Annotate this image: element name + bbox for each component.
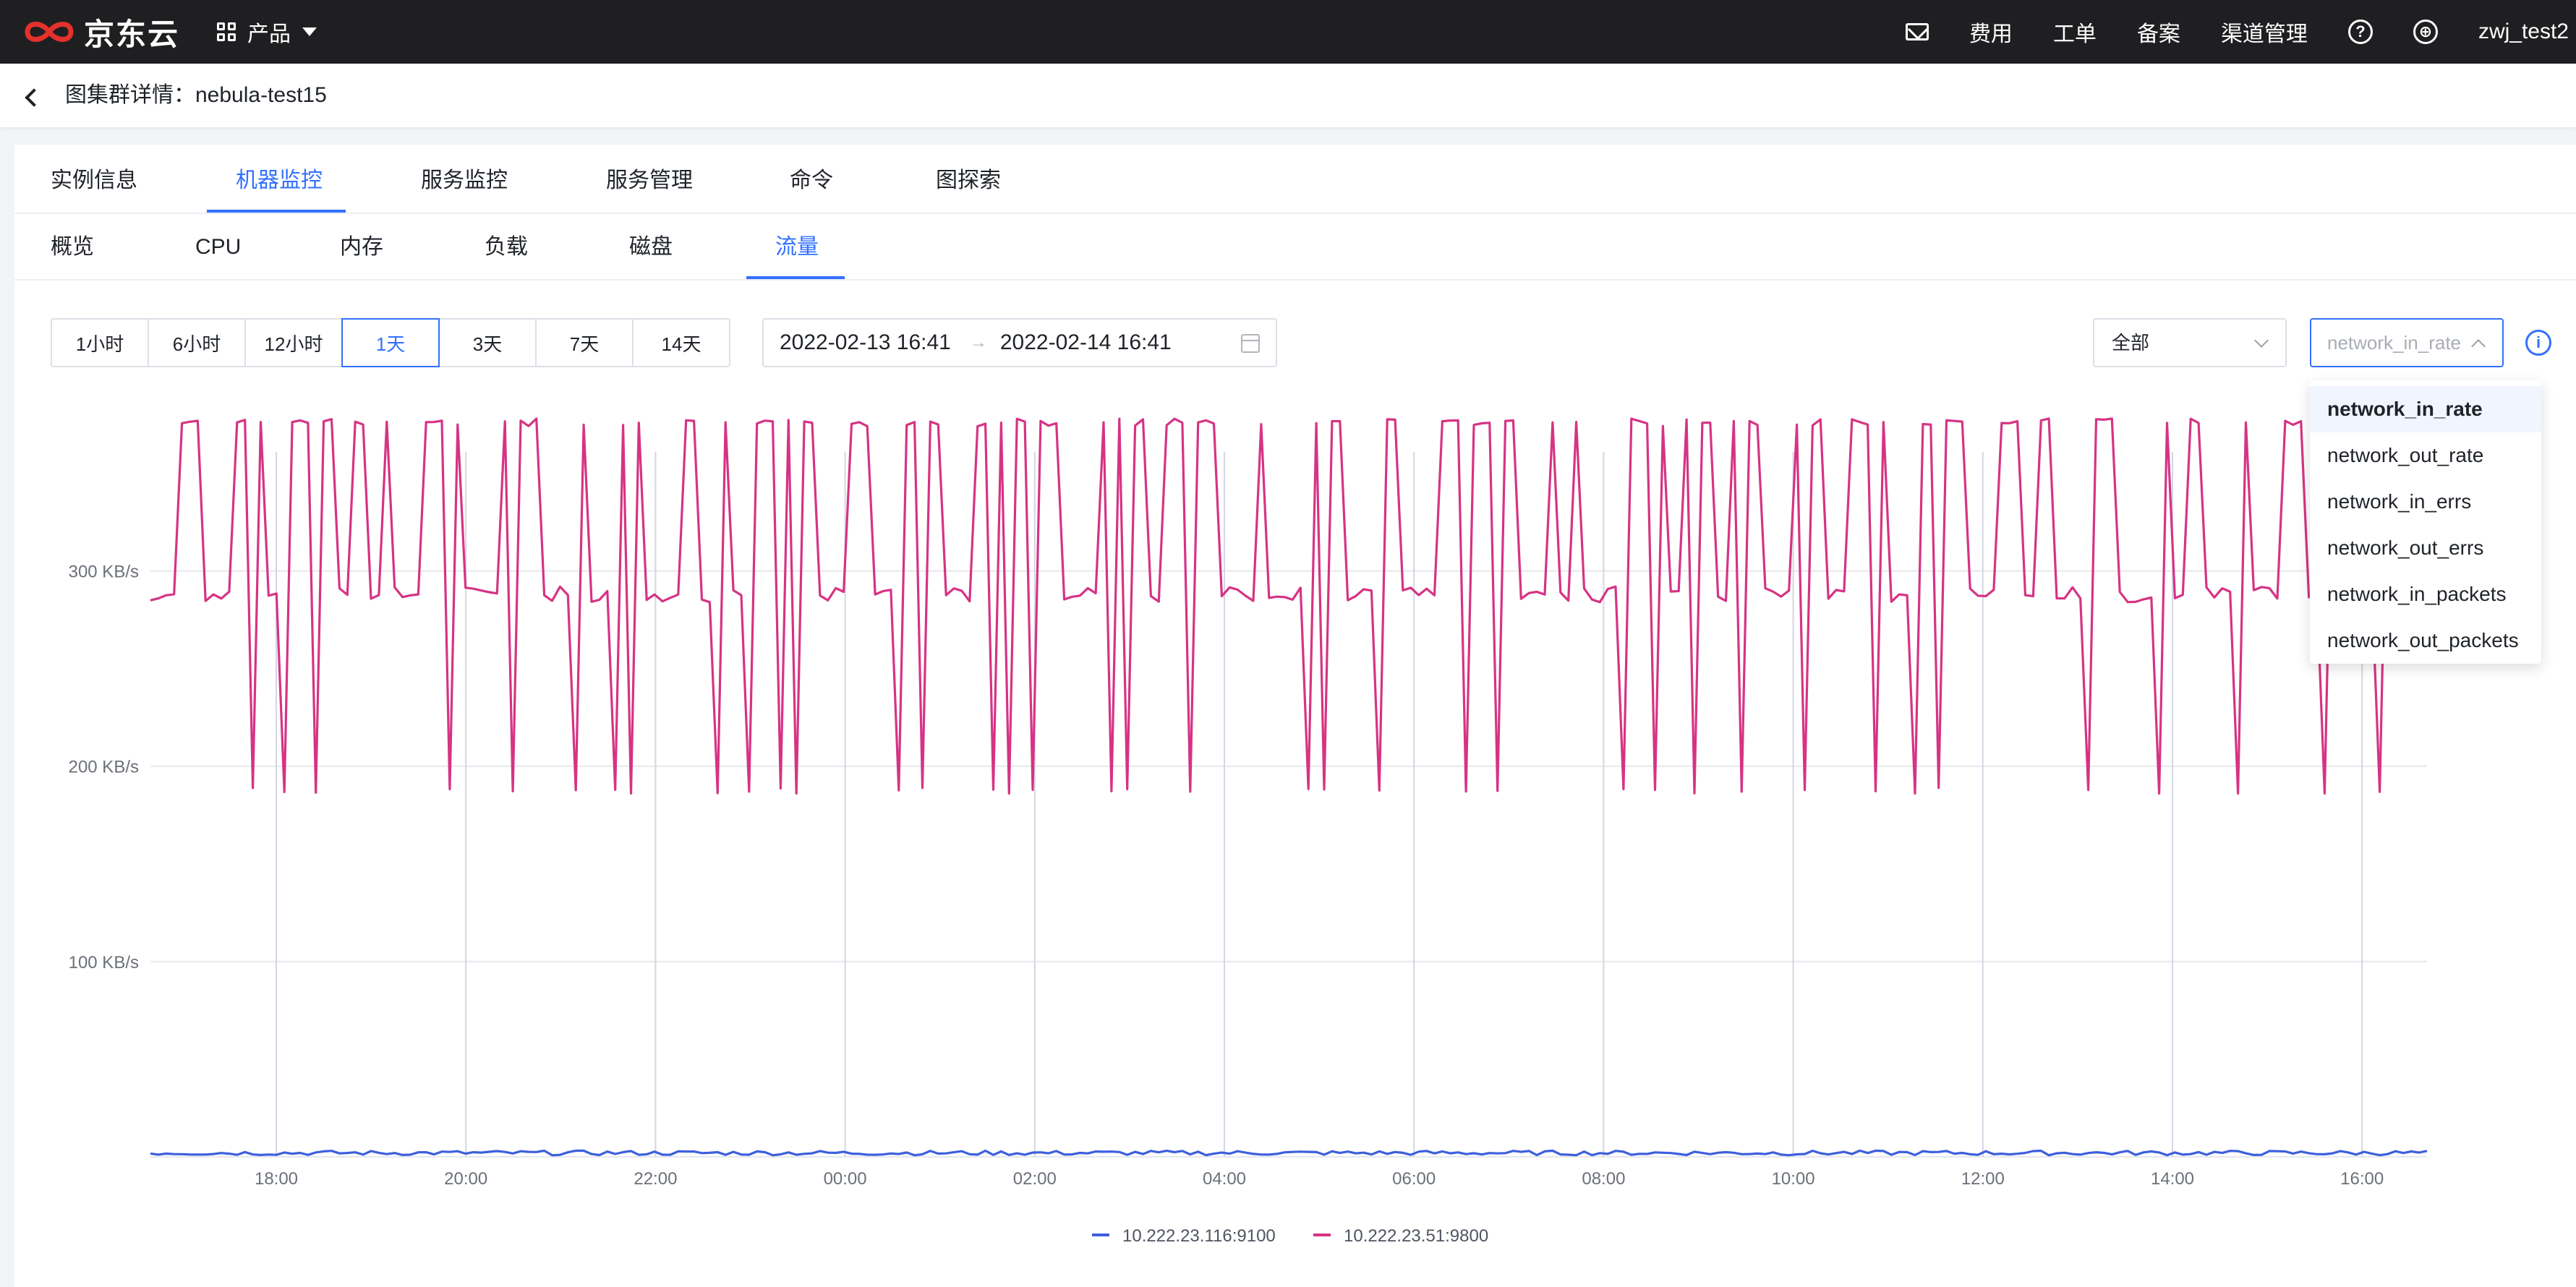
metric-option-network-in-packets[interactable]: network_in_packets [2327,583,2507,605]
date-start-value[interactable]: 2022-02-13 16:41 [780,330,951,354]
active-subtab-indicator [746,276,845,279]
metric-option-network-out-packets[interactable]: network_out_packets [2327,629,2519,651]
tab-instance-info[interactable]: 实例信息 [51,168,137,192]
tab-load[interactable]: 负载 [485,235,528,259]
tab-graph-explore[interactable]: 图探索 [936,168,1001,192]
metric-option-network-out-rate[interactable]: network_out_rate [2327,444,2484,466]
help-circle-icon[interactable]: ? [2347,20,2373,44]
tab-machine-monitoring[interactable]: 机器监控 [236,168,323,192]
brand-logo[interactable]: 京东云 [20,10,179,54]
instance-select-value: 全部 [2112,332,2150,354]
instance-select[interactable]: 全部 [2093,318,2287,367]
back-arrow-icon[interactable] [25,88,43,107]
nav-item-tickets[interactable]: 工单 [2052,22,2097,46]
page-title: 图集群详情：nebula-test15 [65,83,327,107]
tab-traffic[interactable]: 流量 [775,235,819,259]
top-nav-bar: 京东云 产品 费用 工单 备案 渠道管理 ? ⊕ zwj_test2 [0,0,2576,64]
tab-memory[interactable]: 内存 [340,235,383,259]
active-tab-indicator [207,210,346,213]
nav-item-channel-management[interactable]: 渠道管理 [2220,22,2308,46]
tab-service-monitoring[interactable]: 服务监控 [421,168,508,192]
range-1d-button[interactable]: 1天 [341,318,440,367]
metric-select-value: network_in_rate [2327,332,2461,354]
mail-icon[interactable] [1905,23,1929,40]
metric-option-network-in-errs[interactable]: network_in_errs [2327,490,2472,513]
caret-down-icon [302,27,317,36]
calendar-icon[interactable] [1241,334,1260,353]
main-card: 实例信息 机器监控 服务监控 服务管理 命令 图探索 概览 CPU 内存 负载 … [14,145,2576,1287]
top-right-nav: 费用 工单 备案 渠道管理 ? ⊕ zwj_test2 [1865,0,2569,64]
brand-logo-text: 京东云 [84,17,180,51]
range-6h-button[interactable]: 6小时 [148,318,246,367]
username[interactable]: zwj_test2 [2478,20,2569,43]
secondary-tabs: 概览 CPU 内存 负载 磁盘 流量 [14,214,2576,281]
metric-dropdown: network_in_rate network_out_rate network… [2310,380,2541,664]
range-14d-button[interactable]: 14天 [632,318,730,367]
nav-item-fees[interactable]: 费用 [1969,22,2013,46]
range-3d-button[interactable]: 3天 [438,318,537,367]
tab-service-management[interactable]: 服务管理 [606,168,693,192]
range-1h-button[interactable]: 1小时 [51,318,149,367]
tab-disk[interactable]: 磁盘 [629,235,673,259]
date-range-picker[interactable]: 2022-02-13 16:41 → 2022-02-14 16:41 [762,318,1277,367]
date-range-arrow-icon: → [969,333,987,352]
primary-tabs: 实例信息 机器监控 服务监控 服务管理 命令 图探索 [14,145,2576,214]
tab-cpu[interactable]: CPU [195,235,242,259]
metric-select[interactable]: network_in_rate [2310,318,2504,367]
chevron-down-icon [2254,333,2269,348]
info-icon[interactable]: i [2525,330,2551,356]
brand-logo-icon [25,22,74,42]
chevron-up-icon [2471,339,2486,354]
metric-option-network-out-errs[interactable]: network_out_errs [2327,536,2484,559]
date-end-value[interactable]: 2022-02-14 16:41 [999,330,1172,354]
time-range-group: 1小时 6小时 12小时 1天 3天 7天 14天 [51,318,730,367]
range-7d-button[interactable]: 7天 [535,318,634,367]
globe-icon[interactable]: ⊕ [2413,20,2438,44]
product-menu-label: 产品 [247,22,291,46]
product-menu[interactable]: 产品 [217,14,317,49]
metric-option-network-in-rate[interactable]: network_in_rate [2310,386,2541,432]
breadcrumb: 图集群详情：nebula-test15 [0,64,2576,127]
range-12h-button[interactable]: 12小时 [244,318,343,367]
grid-icon [217,22,236,41]
tab-overview[interactable]: 概览 [51,235,94,259]
nav-item-filing[interactable]: 备案 [2136,22,2180,46]
tab-commands[interactable]: 命令 [790,168,833,192]
